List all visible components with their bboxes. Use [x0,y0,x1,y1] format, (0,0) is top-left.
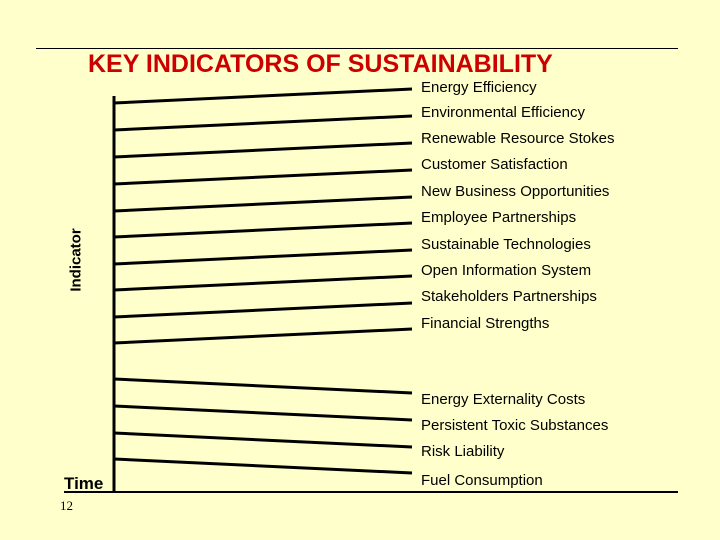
page-number: 12 [60,498,73,513]
trend-line-10 [113,377,413,395]
indicator-label: Fuel Consumption [421,472,543,489]
trend-line-12 [113,431,413,449]
indicator-label: Open Information System [421,262,592,279]
indicator-label: Financial Strengths [421,315,550,332]
indicator-label: Customer Satisfaction [421,156,568,173]
x-axis-label: Time [64,474,104,493]
indicator-label: Persistent Toxic Substances [421,417,609,434]
indicator-label: Sustainable Technologies [421,236,591,253]
trend-line-1 [113,114,413,132]
trend-line-13 [113,457,413,475]
indicator-label: Risk Liability [421,443,505,460]
indicator-label: Stakeholders Partnerships [421,288,597,305]
trend-line-7 [113,274,413,292]
trend-line-11 [113,404,413,422]
trend-line-8 [113,301,413,319]
y-axis-label: Indicator [67,228,85,292]
page-title: KEY INDICATORS OF SUSTAINABILITY [88,50,553,78]
indicator-label: Energy Efficiency [421,79,537,96]
top-rule [36,48,678,49]
trend-line-6 [113,248,413,266]
trend-line-9 [113,327,413,345]
trend-line-3 [113,168,413,186]
trend-line-2 [113,141,413,159]
trend-line-5 [113,221,413,239]
indicator-label: Renewable Resource Stokes [421,130,615,147]
indicator-label: Environmental Efficiency [421,104,585,121]
indicator-label: New Business Opportunities [421,183,610,200]
indicator-label: Energy Externality Costs [421,391,586,408]
indicator-label: Employee Partnerships [421,209,577,226]
trend-line-0 [113,87,413,105]
trend-line-4 [113,195,413,213]
trend-lines [113,87,413,475]
